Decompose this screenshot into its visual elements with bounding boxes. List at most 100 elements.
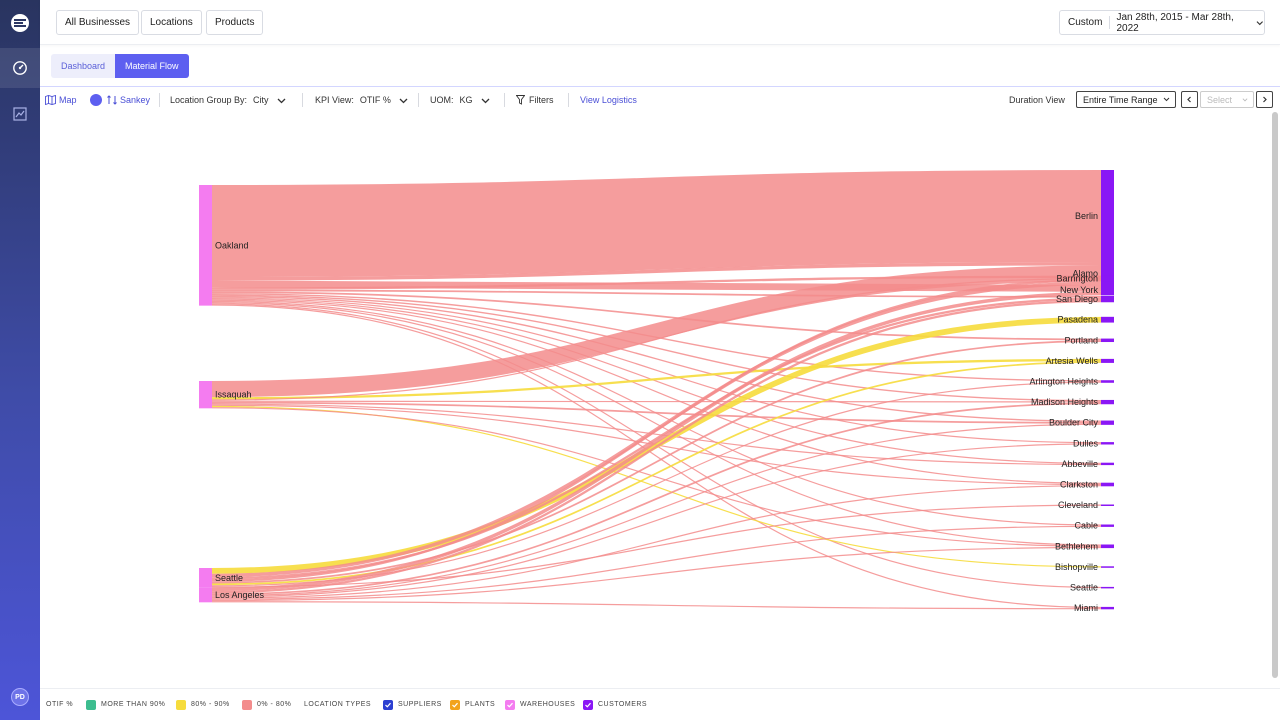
- sankey-link[interactable]: [211, 443, 1102, 598]
- chart-toolbar: Map Sankey Location Group By: City KPI V…: [40, 88, 1280, 112]
- source-node[interactable]: [199, 568, 212, 588]
- locations-filter[interactable]: Locations: [141, 10, 202, 35]
- legend-label-low: 0% - 80%: [257, 701, 292, 708]
- target-node[interactable]: [1101, 262, 1114, 285]
- target-node[interactable]: [1101, 420, 1114, 425]
- sankey-link[interactable]: [211, 423, 1102, 597]
- user-avatar[interactable]: PD: [11, 688, 29, 706]
- sankey-link[interactable]: [211, 401, 1102, 424]
- target-node[interactable]: [1101, 524, 1114, 527]
- legend-label-customers: Customers: [598, 701, 648, 708]
- sankey-link[interactable]: [211, 358, 1102, 400]
- kpi-label: KPI View:: [315, 95, 354, 105]
- target-node[interactable]: [1101, 462, 1114, 466]
- legend-item-warehouses[interactable]: Warehouses: [505, 699, 575, 710]
- all-businesses-filter[interactable]: All Businesses: [56, 10, 140, 35]
- target-node[interactable]: [1101, 358, 1114, 363]
- sankey-link[interactable]: [211, 400, 1102, 403]
- date-range-picker[interactable]: Custom Jan 28th, 2015 - Mar 28th, 2022: [1059, 10, 1265, 35]
- legend-item-customers[interactable]: Customers: [583, 699, 647, 710]
- sankey-link[interactable]: [211, 291, 1102, 592]
- previous-period-button[interactable]: [1181, 91, 1198, 108]
- sankey-link[interactable]: [211, 265, 1102, 398]
- source-node[interactable]: [199, 587, 212, 603]
- target-node-label: Berlin: [1075, 211, 1098, 221]
- target-node[interactable]: [1101, 170, 1114, 262]
- source-node[interactable]: [199, 381, 212, 409]
- legend-item-mid[interactable]: 80% - 90%: [176, 699, 230, 710]
- tab-material-flow[interactable]: Material Flow: [115, 54, 189, 78]
- vertical-scrollbar[interactable]: [1272, 112, 1278, 678]
- target-node[interactable]: [1101, 399, 1114, 405]
- target-node[interactable]: [1101, 380, 1114, 383]
- source-node[interactable]: [199, 185, 212, 306]
- sankey-link[interactable]: [211, 407, 1102, 547]
- target-node[interactable]: [1101, 586, 1114, 589]
- sankey-link[interactable]: [211, 403, 1102, 466]
- target-node[interactable]: [1101, 566, 1114, 568]
- checkbox-checked-icon: [583, 699, 593, 710]
- duration-select[interactable]: Entire Time Range: [1076, 91, 1176, 108]
- sankey-link[interactable]: [211, 262, 1102, 281]
- kpi-view-dropdown[interactable]: KPI View: OTIF %: [315, 93, 408, 107]
- checkbox-checked-icon: [505, 699, 515, 710]
- legend-item-high[interactable]: More than 90%: [86, 699, 165, 710]
- view-logistics-link[interactable]: View Logistics: [580, 95, 637, 105]
- filters-button[interactable]: Filters: [516, 93, 554, 107]
- nav-analytics-button[interactable]: [0, 94, 40, 134]
- uom-label: UOM:: [430, 95, 454, 105]
- sankey-view-toggle[interactable]: Sankey: [90, 93, 150, 107]
- map-view-toggle[interactable]: Map: [45, 93, 77, 107]
- products-filter[interactable]: Products: [206, 10, 264, 35]
- target-node[interactable]: [1101, 316, 1114, 323]
- sankey-link[interactable]: [211, 299, 1102, 484]
- target-node[interactable]: [1101, 442, 1114, 445]
- sankey-link[interactable]: [211, 298, 1102, 464]
- legend-item-plants[interactable]: Plants: [450, 699, 495, 710]
- legend-label-high: More than 90%: [101, 701, 166, 708]
- toolbar-separator: [418, 93, 419, 107]
- target-node[interactable]: [1101, 275, 1114, 282]
- target-node[interactable]: [1101, 338, 1114, 343]
- next-period-button[interactable]: [1256, 91, 1273, 108]
- target-node[interactable]: [1101, 285, 1114, 296]
- material-flow-sankey: Oakland Issaquah Seattle Los Angeles Berlin A…: [40, 112, 1272, 688]
- sankey-link[interactable]: [211, 525, 1102, 600]
- legend-label-mid: 80% - 90%: [191, 701, 230, 708]
- target-node-label: Pasadena: [1057, 315, 1098, 325]
- app-logo-icon[interactable]: [9, 12, 31, 34]
- sankey-link[interactable]: [211, 304, 1102, 609]
- period-select[interactable]: Select: [1200, 91, 1254, 108]
- target-node[interactable]: [1101, 544, 1114, 549]
- legend-location-types-label: Location Types: [304, 701, 372, 708]
- sankey-link[interactable]: [211, 316, 1102, 574]
- uom-value: KG: [459, 95, 473, 105]
- legend-item-low[interactable]: 0% - 80%: [242, 699, 291, 710]
- nav-dashboard-button[interactable]: [0, 48, 40, 88]
- sankey-link[interactable]: [211, 402, 1102, 596]
- sankey-link[interactable]: [211, 280, 1102, 292]
- chevron-down-icon: [1242, 97, 1248, 101]
- sankey-link[interactable]: [211, 277, 1102, 401]
- target-node-label: Madison Heights: [1031, 397, 1099, 407]
- tab-dashboard[interactable]: Dashboard: [51, 54, 116, 78]
- target-node[interactable]: [1101, 504, 1114, 507]
- sankey-link[interactable]: [211, 170, 1102, 277]
- sankey-link[interactable]: [211, 601, 1102, 610]
- group-by-label: Location Group By:: [170, 95, 248, 105]
- legend-item-suppliers[interactable]: Suppliers: [383, 699, 442, 710]
- filter-icon: [516, 95, 525, 105]
- sankey-link[interactable]: [211, 546, 1102, 602]
- target-node[interactable]: [1101, 482, 1114, 487]
- sankey-link[interactable]: [211, 299, 1102, 594]
- sankey-link[interactable]: [211, 485, 1102, 599]
- uom-dropdown[interactable]: UOM: KG: [430, 93, 490, 107]
- target-node[interactable]: [1101, 606, 1114, 610]
- target-node[interactable]: [1101, 295, 1114, 303]
- chevron-down-icon: [277, 98, 286, 103]
- sankey-link[interactable]: [211, 340, 1102, 584]
- sankey-link[interactable]: [211, 279, 1102, 582]
- legend-swatch-mid: [176, 699, 186, 710]
- sankey-link[interactable]: [211, 504, 1102, 588]
- group-by-dropdown[interactable]: Location Group By: City: [170, 93, 286, 107]
